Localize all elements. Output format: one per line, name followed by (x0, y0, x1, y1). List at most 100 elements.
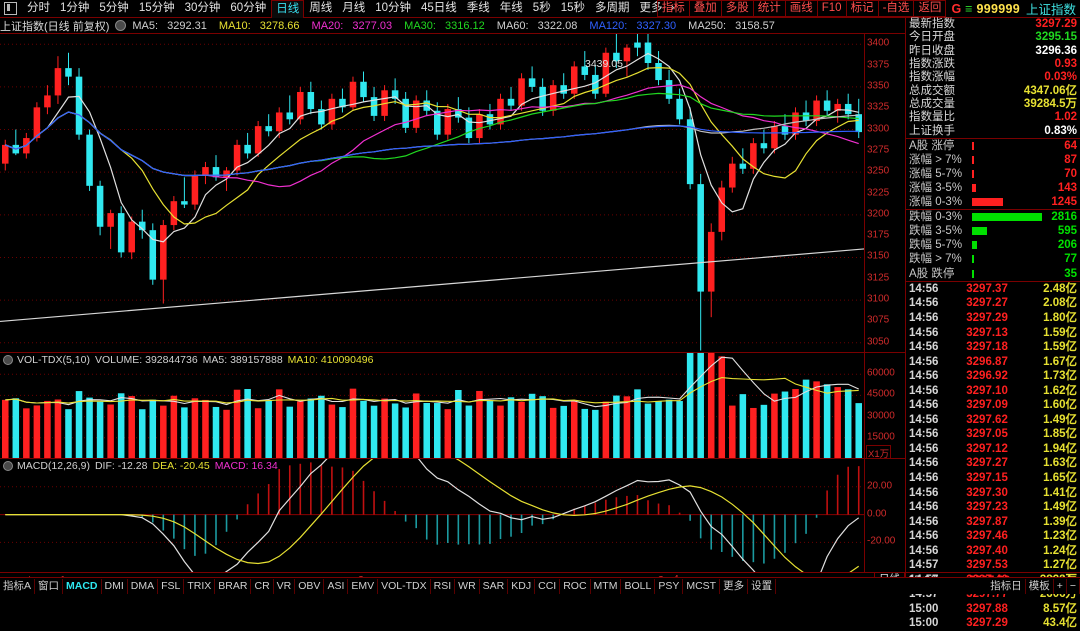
bottom-right-button-1[interactable]: 模板 (1026, 578, 1054, 594)
period-tab-1[interactable]: 1分钟 (60, 2, 90, 14)
period-tab-8[interactable]: 月线 (342, 2, 366, 14)
menu-icon[interactable]: ≡ (965, 1, 973, 16)
bottom-right-button-2[interactable]: + (1054, 578, 1067, 594)
window-icon[interactable] (4, 2, 17, 15)
indicator-tab-sar[interactable]: SAR (480, 578, 509, 594)
period-tab-6[interactable]: 日线 (271, 0, 305, 18)
period-tab-2[interactable]: 5分钟 (99, 2, 129, 14)
tick-row[interactable]: 14:56 3297.23 1.49亿 (906, 500, 1080, 515)
tick-time: 14:57 (909, 559, 939, 572)
indicator-tab--[interactable]: 窗口 (35, 578, 64, 594)
indicator-tab-mcst[interactable]: MCST (683, 578, 721, 594)
indicator-tab-dma[interactable]: DMA (128, 578, 159, 594)
indicator-tab-vol-tdx[interactable]: VOL-TDX (378, 578, 431, 594)
period-tab-12[interactable]: 年线 (499, 2, 523, 14)
tick-row[interactable]: 14:56 3297.62 1.49亿 (906, 413, 1080, 428)
tick-row[interactable]: 14:56 3297.10 1.62亿 (906, 383, 1080, 398)
period-tab-5[interactable]: 60分钟 (230, 2, 267, 14)
distribution-row: A股 跌停 35 (906, 267, 1080, 281)
period-tab-4[interactable]: 30分钟 (184, 2, 221, 14)
distribution-bar (972, 224, 1036, 238)
favorite-button[interactable]: -自选 (877, 0, 915, 17)
tick-row[interactable]: 14:56 3297.15 1.65亿 (906, 471, 1080, 486)
indicator-tab-cci[interactable]: CCI (535, 578, 561, 594)
indicator-tab--[interactable]: 设置 (748, 578, 777, 594)
statistics-button[interactable]: 统计 (752, 0, 786, 17)
period-tab-3[interactable]: 15分钟 (138, 2, 175, 14)
tick-row[interactable]: 14:56 3297.87 1.39亿 (906, 514, 1080, 529)
tick-row[interactable]: 14:56 3297.12 1.94亿 (906, 442, 1080, 457)
period-tab-10[interactable]: 45日线 (421, 2, 457, 14)
indicator-tab-emv[interactable]: EMV (348, 578, 379, 594)
indicator-tab-brar[interactable]: BRAR (215, 578, 252, 594)
tick-row[interactable]: 14:56 3297.18 1.59亿 (906, 340, 1080, 355)
f10-button[interactable]: F10 (816, 0, 847, 17)
price-chart-pane[interactable]: 3439.05 3040.69 (0, 33, 905, 378)
tick-row[interactable]: 14:56 3297.09 1.60亿 (906, 398, 1080, 413)
tick-row[interactable]: 14:56 3297.40 1.24亿 (906, 543, 1080, 558)
period-tab-16[interactable]: 更多 (639, 2, 663, 14)
distribution-label: 涨幅 > 7% (909, 153, 962, 166)
macd-axis-tick: 20.00 (867, 480, 893, 492)
tick-row[interactable]: 15:00 3297.29 43.4亿 (906, 616, 1080, 631)
indicator-tab-roc[interactable]: ROC (560, 578, 591, 594)
indicator-tab-trix[interactable]: TRIX (184, 578, 216, 594)
mark-button[interactable]: 标记 (845, 0, 879, 17)
market-flag: G (951, 1, 962, 16)
indicator-tab-boll[interactable]: BOLL (621, 578, 656, 594)
indicator-tab-mtm[interactable]: MTM (591, 578, 622, 594)
indicator-button[interactable]: 指标 (656, 0, 690, 17)
volume-bars[interactable] (0, 353, 905, 459)
macd-chart-pane[interactable]: MACD(12,26,9) DIF: -12.28 DEA: -20.45 MA… (0, 458, 905, 573)
indicator-tab-rsi[interactable]: RSI (431, 578, 456, 594)
distribution-row: 跌幅 5-7% 206 (906, 238, 1080, 252)
period-tab-13[interactable]: 5秒 (532, 2, 551, 14)
tick-row[interactable]: 14:56 3297.27 2.08亿 (906, 296, 1080, 311)
settings-dot-icon[interactable] (115, 20, 127, 31)
tick-row[interactable]: 14:56 3296.87 1.67亿 (906, 354, 1080, 369)
bottom-right-button-0[interactable]: 指标日 (987, 578, 1026, 594)
drawline-button[interactable]: 画线 (784, 0, 818, 17)
indicator-tab--a[interactable]: 指标A (0, 578, 36, 594)
settings-dot-icon[interactable] (3, 460, 13, 471)
tick-row[interactable]: 14:56 3297.13 1.59亿 (906, 325, 1080, 340)
indicator-tab-cr[interactable]: CR (251, 578, 274, 594)
period-tab-7[interactable]: 周线 (309, 2, 333, 14)
indicator-tab-wr[interactable]: WR (455, 578, 480, 594)
back-button[interactable]: 返回 (913, 0, 947, 17)
tick-row[interactable]: 14:56 3297.37 2.48亿 (906, 282, 1080, 297)
tick-row[interactable]: 14:57 3297.53 1.27亿 (906, 558, 1080, 573)
settings-dot-icon[interactable] (3, 354, 13, 365)
ma30-legend: MA30: 3316.12 (404, 19, 485, 32)
macd-histogram[interactable] (0, 459, 905, 573)
indicator-tab--[interactable]: 更多 (720, 578, 749, 594)
period-tab-9[interactable]: 10分钟 (375, 2, 411, 14)
period-tab-15[interactable]: 多周期 (595, 2, 630, 14)
tick-row[interactable]: 14:56 3296.92 1.73亿 (906, 369, 1080, 384)
indicator-tab-dmi[interactable]: DMI (102, 578, 128, 594)
period-tab-14[interactable]: 15秒 (560, 2, 585, 14)
volume-chart-pane[interactable]: VOL-TDX(5,10) VOLUME: 392844736 MA5: 389… (0, 352, 905, 459)
tick-row[interactable]: 14:56 3297.27 1.63亿 (906, 456, 1080, 471)
candlestick-chart[interactable] (0, 34, 905, 353)
multistock-button[interactable]: 多股 (720, 0, 754, 17)
tick-row[interactable]: 15:00 3297.88 8.57亿 (906, 602, 1080, 617)
indicator-tab-obv[interactable]: OBV (295, 578, 325, 594)
indicator-tab-vr[interactable]: VR (274, 578, 296, 594)
period-tab-11[interactable]: 季线 (466, 2, 490, 14)
tick-row[interactable]: 14:56 3297.30 1.41亿 (906, 485, 1080, 500)
bottom-right-button-3[interactable]: − (1067, 578, 1080, 594)
period-tab-0[interactable]: 分时 (27, 2, 50, 14)
indicator-tab-psy[interactable]: PSY (655, 578, 684, 594)
overlay-button[interactable]: 叠加 (688, 0, 722, 17)
indicator-tab-asi[interactable]: ASI (324, 578, 349, 594)
indicator-tab-macd[interactable]: MACD (63, 578, 102, 594)
indicator-tab-fsl[interactable]: FSL (158, 578, 185, 594)
tick-row[interactable]: 14:56 3297.05 1.85亿 (906, 427, 1080, 442)
quote-value: 0.03% (1044, 71, 1077, 84)
distribution-row: 跌幅 3-5% 595 (906, 224, 1080, 238)
tick-row[interactable]: 14:56 3297.46 1.23亿 (906, 529, 1080, 544)
tick-row[interactable]: 14:56 3297.29 1.80亿 (906, 311, 1080, 326)
indicator-tab-kdj[interactable]: KDJ (508, 578, 536, 594)
chevron-right-icon[interactable]: › (670, 2, 675, 14)
